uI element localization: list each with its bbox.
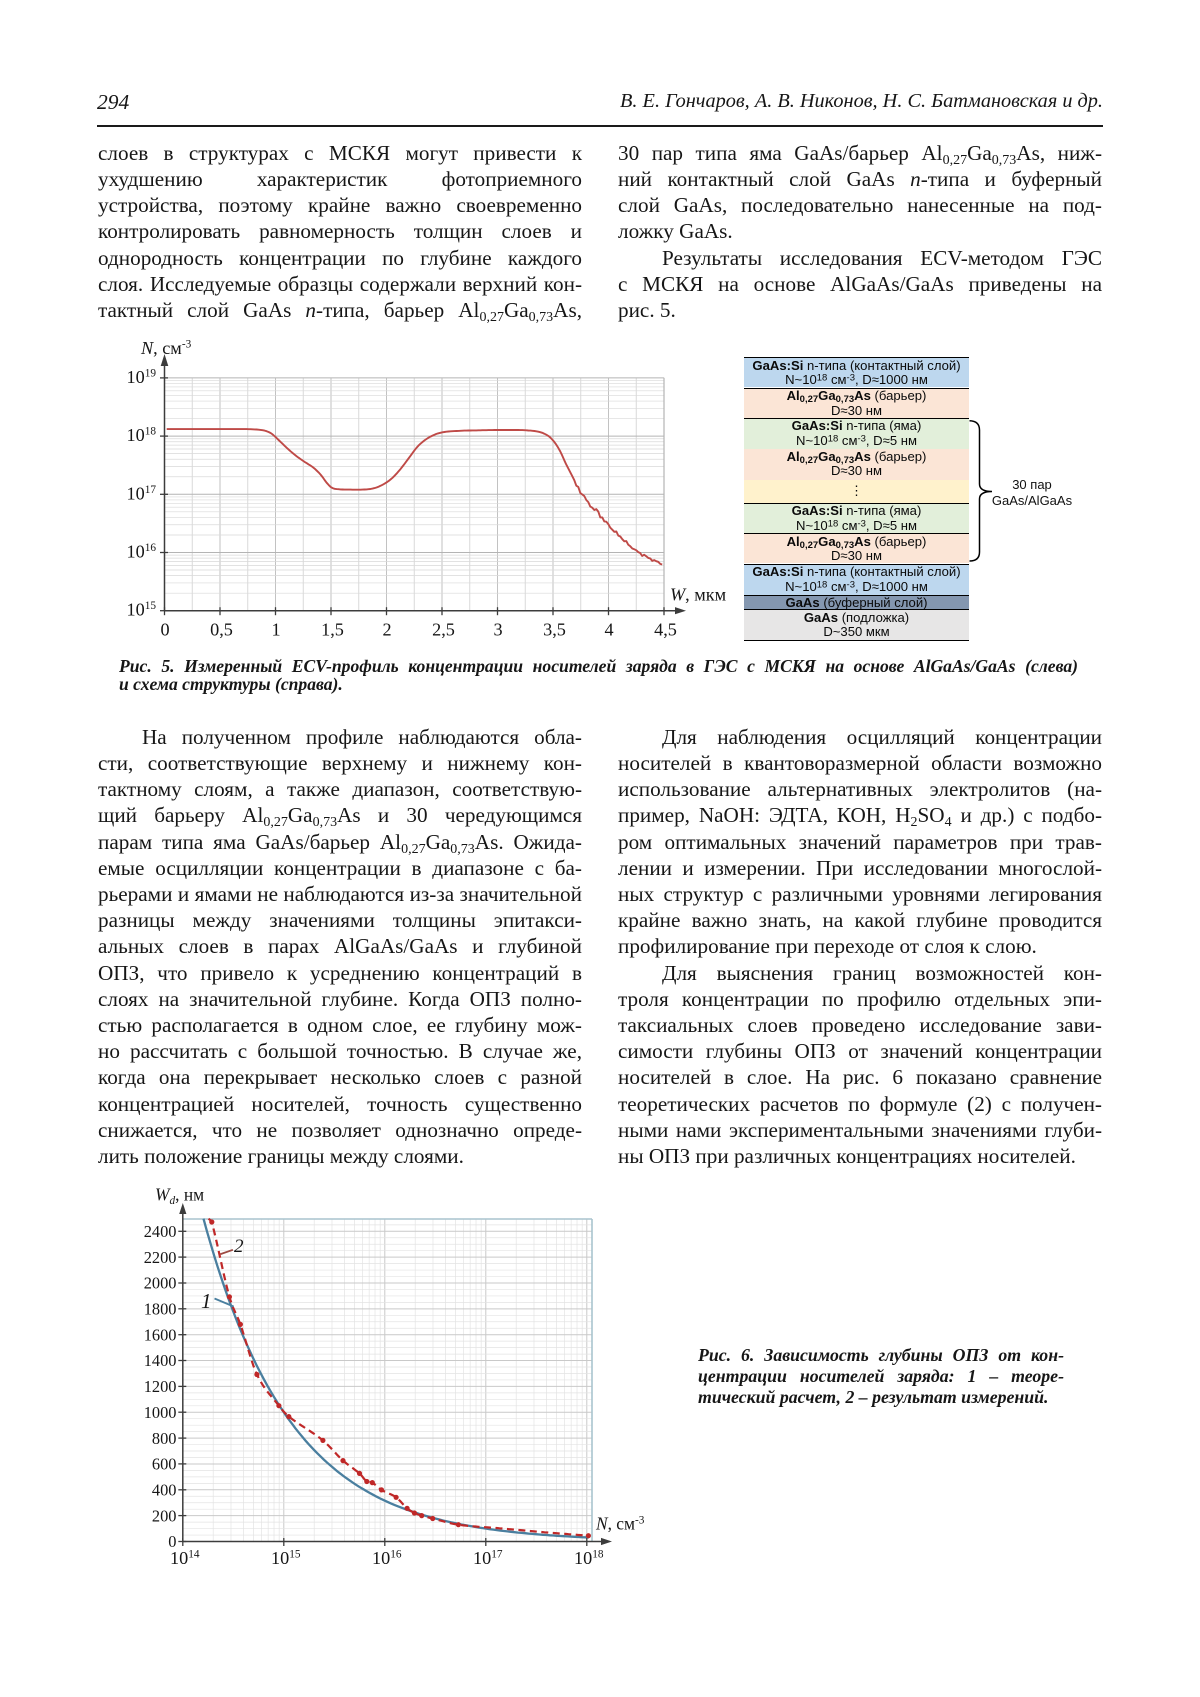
- svg-text:400: 400: [152, 1481, 177, 1500]
- svg-text:1014: 1014: [170, 1548, 200, 1568]
- svg-text:N, см-3: N, см-3: [140, 338, 192, 358]
- svg-text:1016: 1016: [127, 542, 157, 562]
- svg-text:1019: 1019: [127, 367, 157, 387]
- svg-text:3: 3: [493, 620, 502, 640]
- svg-text:0: 0: [168, 1532, 176, 1551]
- svg-text:4: 4: [604, 620, 613, 640]
- svg-text:2000: 2000: [144, 1274, 177, 1293]
- svg-text:1017: 1017: [127, 483, 157, 503]
- svg-text:1,5: 1,5: [321, 620, 344, 640]
- svg-text:1200: 1200: [144, 1377, 177, 1396]
- svg-text:600: 600: [152, 1455, 177, 1474]
- svg-text:0: 0: [160, 620, 169, 640]
- svg-text:N, см-3: N, см-3: [595, 1514, 645, 1534]
- svg-text:4,5: 4,5: [654, 620, 677, 640]
- svg-text:1400: 1400: [144, 1351, 177, 1370]
- svg-text:0,5: 0,5: [210, 620, 233, 640]
- svg-text:1015: 1015: [127, 600, 157, 620]
- svg-text:200: 200: [152, 1506, 177, 1525]
- svg-text:1018: 1018: [127, 425, 157, 445]
- svg-text:2200: 2200: [144, 1248, 177, 1267]
- svg-text:1600: 1600: [144, 1325, 177, 1344]
- svg-text:800: 800: [152, 1429, 177, 1448]
- svg-text:1015: 1015: [271, 1548, 301, 1568]
- svg-text:1016: 1016: [372, 1548, 402, 1568]
- svg-text:3,5: 3,5: [543, 620, 566, 640]
- svg-text:2400: 2400: [144, 1222, 177, 1241]
- svg-text:2: 2: [234, 1236, 244, 1257]
- svg-text:W, мкм: W, мкм: [670, 585, 727, 605]
- svg-text:1: 1: [271, 620, 280, 640]
- svg-text:Wd, нм: Wd, нм: [155, 1185, 204, 1207]
- svg-text:1: 1: [201, 1289, 212, 1313]
- svg-text:2,5: 2,5: [432, 620, 455, 640]
- svg-text:2: 2: [382, 620, 391, 640]
- svg-text:1017: 1017: [473, 1548, 503, 1568]
- svg-text:1018: 1018: [574, 1548, 604, 1568]
- svg-text:1800: 1800: [144, 1300, 177, 1319]
- svg-text:1000: 1000: [144, 1403, 177, 1422]
